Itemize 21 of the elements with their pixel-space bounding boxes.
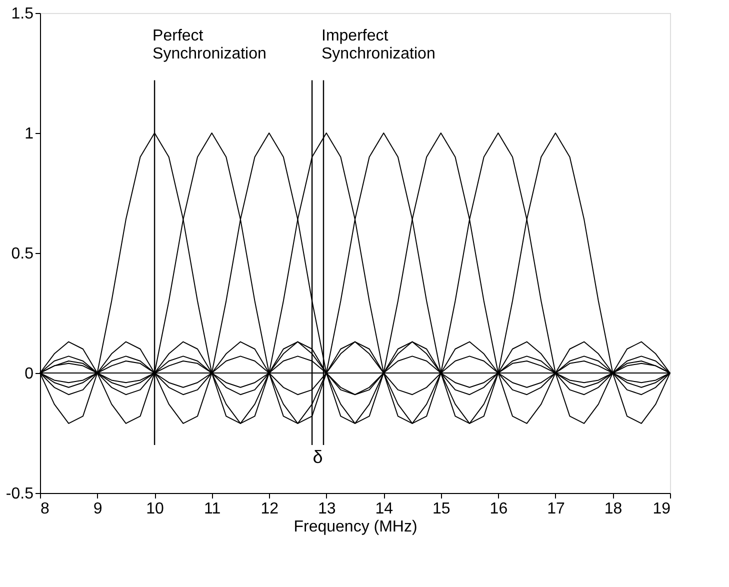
x-tick-label: 19	[652, 500, 671, 518]
x-tick-label: 16	[490, 500, 508, 518]
x-tick-label: 10	[146, 500, 164, 518]
annotation: δ	[312, 447, 323, 467]
y-tick-label: 1	[24, 126, 34, 142]
x-tick-label: 8	[40, 500, 50, 518]
ref-line-label: Imperfect Synchronization	[322, 27, 436, 62]
y-tick-label: 0	[24, 366, 34, 382]
x-axis-title: Frequency (MHz)	[294, 518, 418, 536]
x-tick-label: 14	[375, 500, 394, 518]
ref-line-label: Perfect Synchronization	[152, 27, 266, 62]
y-tick-label: 1.5	[11, 6, 34, 22]
x-tick-label: 11	[204, 500, 221, 518]
x-tick-label: 13	[318, 500, 336, 518]
x-tick-label: 12	[260, 500, 279, 518]
x-tick-label: 15	[432, 500, 450, 518]
y-tick-label: 0.5	[11, 246, 34, 262]
x-tick-label: 17	[547, 500, 565, 518]
y-tick-label: -0.5	[6, 486, 34, 502]
x-tick-label: 18	[604, 500, 622, 518]
x-tick-label: 9	[93, 500, 102, 518]
